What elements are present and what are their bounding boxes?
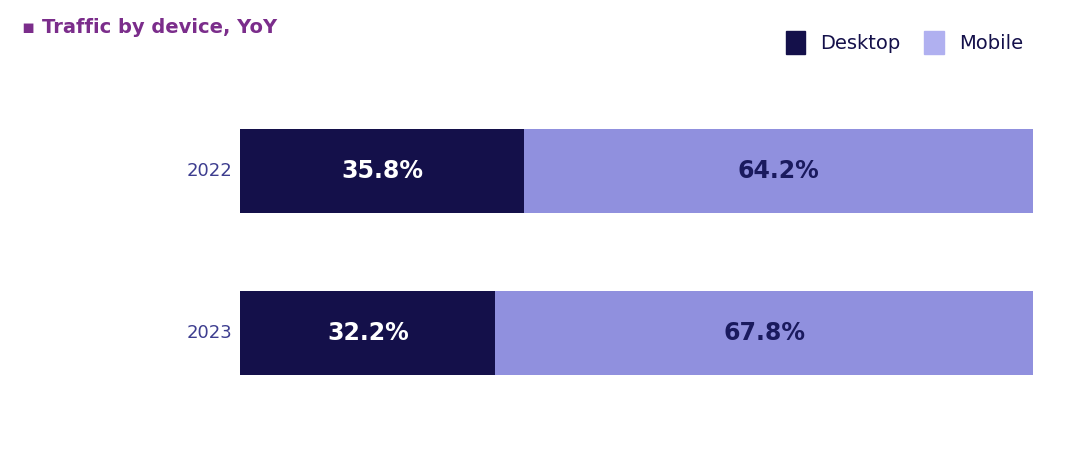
- Text: 67.8%: 67.8%: [723, 321, 805, 344]
- Text: 2023: 2023: [186, 324, 232, 342]
- Legend: Desktop, Mobile: Desktop, Mobile: [785, 31, 1023, 54]
- Bar: [240, 129, 524, 213]
- Text: 35.8%: 35.8%: [341, 159, 423, 183]
- Text: 64.2%: 64.2%: [737, 159, 819, 183]
- Text: 32.2%: 32.2%: [327, 321, 409, 344]
- Bar: [240, 291, 495, 375]
- Text: 2022: 2022: [186, 162, 232, 180]
- Bar: [495, 291, 1033, 375]
- Bar: [524, 129, 1033, 213]
- Text: ▪ Traffic by device, YoY: ▪ Traffic by device, YoY: [22, 18, 277, 37]
